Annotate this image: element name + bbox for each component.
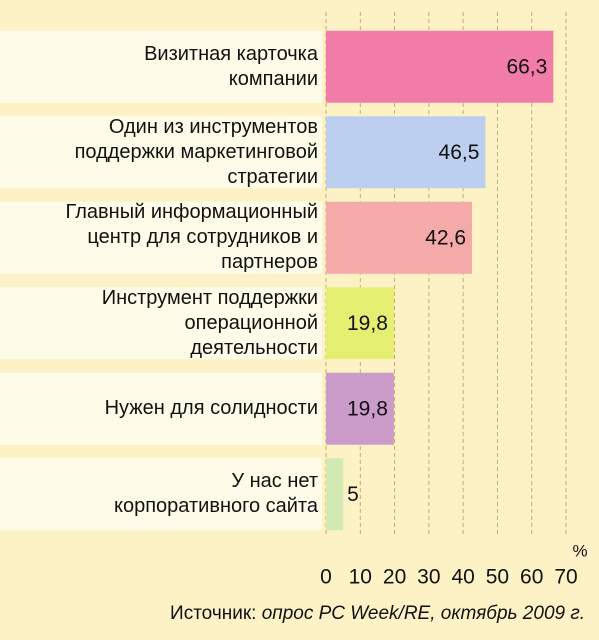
bar xyxy=(326,30,554,103)
source-detail: опрос PC Week/RE, октябрь 2009 г. xyxy=(261,603,585,624)
label-band xyxy=(0,372,322,445)
source-label: Источник: xyxy=(170,603,257,624)
category-label: Главный информационный центр для сотрудн… xyxy=(65,201,318,274)
x-tick-label: 50 xyxy=(486,566,509,589)
label-band xyxy=(0,201,322,274)
category-label: У нас нет корпоративного сайта xyxy=(114,470,318,518)
x-tick-label: 30 xyxy=(417,566,440,589)
x-unit: % xyxy=(572,541,587,560)
x-tick-label: 10 xyxy=(349,566,372,589)
value-label: 46,5 xyxy=(439,141,480,164)
value-label: 66,3 xyxy=(506,55,547,78)
label-band xyxy=(0,287,322,360)
value-label: 42,6 xyxy=(425,226,466,249)
label-band xyxy=(0,116,322,189)
category-label: Визитная карточка компании xyxy=(144,42,318,90)
bar xyxy=(326,372,394,445)
x-tick-label: 70 xyxy=(554,566,577,589)
bar xyxy=(326,287,394,360)
source: Источник: опрос PC Week/RE, октябрь 2009… xyxy=(170,603,585,625)
value-label: 19,8 xyxy=(347,397,388,420)
bar xyxy=(326,116,486,189)
x-tick-label: 20 xyxy=(383,566,406,589)
bar xyxy=(326,201,473,274)
category-label: Один из инструментов поддержки маркетинг… xyxy=(74,115,318,188)
bar xyxy=(326,458,344,531)
label-band xyxy=(0,458,322,531)
label-band xyxy=(0,30,322,103)
x-tick-label: 40 xyxy=(451,566,474,589)
x-tick-label: 0 xyxy=(320,566,332,589)
category-label: Инструмент поддержки операционной деятел… xyxy=(101,286,318,359)
value-label: 19,8 xyxy=(347,312,388,335)
category-label: Нужен для солидности xyxy=(104,397,318,420)
x-tick-label: 60 xyxy=(520,566,543,589)
value-label: 5 xyxy=(347,483,359,506)
